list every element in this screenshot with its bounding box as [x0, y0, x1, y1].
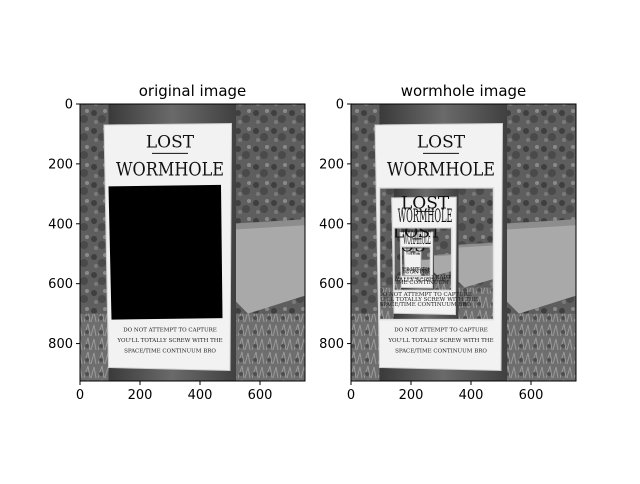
poster-caption-line: YOU'LL TOTALLY SCREW WITH THE: [116, 338, 222, 344]
nested-border: [400, 245, 432, 278]
poster-caption-line: SPACE/TIME CONTINUUM BRO: [367, 269, 459, 275]
x-tick-label: 200: [399, 388, 424, 403]
x-tick-label: 0: [76, 388, 84, 403]
y-tick-label: 600: [48, 277, 73, 292]
walkway: [420, 259, 431, 270]
axes-frame: [350, 103, 577, 382]
poster-subheading: WORMHOLE: [403, 227, 431, 249]
y-tick-label: 0: [336, 98, 344, 113]
poster-sheet: [403, 248, 422, 276]
x-tick-label: 600: [519, 388, 544, 403]
x-tick-label: 600: [248, 388, 273, 403]
poster-caption-line: DO NOT ATTEMPT TO CAPTURE: [378, 292, 472, 298]
poster-caption-line: DO NOT ATTEMPT TO CAPTURE: [394, 328, 488, 334]
grass-strip: [230, 219, 305, 230]
poster-caption-line: SPACE/TIME CONTINUUM BRO: [371, 280, 463, 286]
panel-title: original image: [139, 82, 247, 100]
axes-frame: [79, 103, 306, 382]
walkway: [432, 254, 452, 276]
walkway: [501, 223, 576, 314]
poster-caption-line: DO NOT ATTEMPT TO CAPTURE: [123, 328, 217, 334]
y-tick-label: 600: [319, 277, 344, 292]
y-tick-label: 0: [65, 98, 73, 113]
walkway: [230, 223, 305, 314]
grass-strip: [432, 253, 452, 257]
poster-caption-line: SPACE/TIME CONTINUUM BRO: [395, 349, 487, 355]
poster-caption-line: SPACE/TIME CONTINUUM BRO: [124, 349, 216, 355]
poster-caption-line: YOU'LL TOTALLY SCREW WITH THE: [363, 278, 469, 284]
poster-heading: LOST: [417, 132, 466, 152]
y-tick-label: 400: [319, 217, 344, 232]
y-tick-label: 400: [48, 217, 73, 232]
poster-heading: LOST: [389, 236, 438, 256]
nested-border: [378, 187, 495, 321]
y-tick-label: 200: [48, 157, 73, 172]
poster-caption-line: DO NOT ATTEMPT TO CAPTURE: [366, 267, 460, 273]
poster-subheading: WORMHOLE: [398, 205, 453, 227]
y-axis: 0 200 400 600 800: [319, 98, 351, 352]
poster-caption-line: SPACE/TIME CONTINUUM BRO: [379, 302, 471, 308]
grass-strip: [501, 219, 576, 230]
poster-subheading: WORMHOLE: [387, 158, 495, 180]
panel-original: original image LOST WORMHOLE DO NOT ATTEMP…: [48, 82, 306, 403]
poster-subheading: WORMHOLE: [116, 158, 224, 180]
y-tick-label: 800: [48, 337, 73, 352]
walkway: [455, 244, 494, 288]
y-tick-label: 200: [319, 157, 344, 172]
x-tick-label: 400: [459, 388, 484, 403]
grass-strip: [420, 259, 431, 261]
poster-caption-line: YOU'LL TOTALLY SCREW WITH THE: [371, 297, 477, 303]
grass-strip: [455, 242, 494, 248]
poster-subheading: WORMHOLE: [406, 237, 420, 259]
poster-caption-line: YOU'LL TOTALLY SCREW WITH THE: [387, 338, 493, 344]
y-tick-label: 800: [319, 337, 344, 352]
x-tick-label: 200: [128, 388, 153, 403]
nested-border: [393, 226, 453, 292]
x-tick-label: 400: [188, 388, 213, 403]
photo-original: LOST WORMHOLE DO NOT ATTEMPT TO CAPTURE YOU…: [80, 104, 305, 381]
poster-heading: LOST: [393, 223, 442, 243]
panel-title: wormhole image: [401, 82, 527, 100]
y-axis: 0 200 400 600 800: [48, 98, 80, 352]
x-tick-label: 0: [347, 388, 355, 403]
poster-heading: LOST: [146, 132, 195, 152]
x-axis: 0 200 400 600: [76, 381, 273, 403]
masked-region: [108, 184, 223, 320]
poster-caption-line: DO NOT ATTEMPT TO CAPTURE: [370, 275, 464, 281]
x-axis: 0 200 400 600: [347, 381, 544, 403]
poster-caption-line: YOU'LL TOTALLY SCREW WITH THE: [359, 268, 465, 274]
poster-heading: LOST: [401, 194, 450, 214]
